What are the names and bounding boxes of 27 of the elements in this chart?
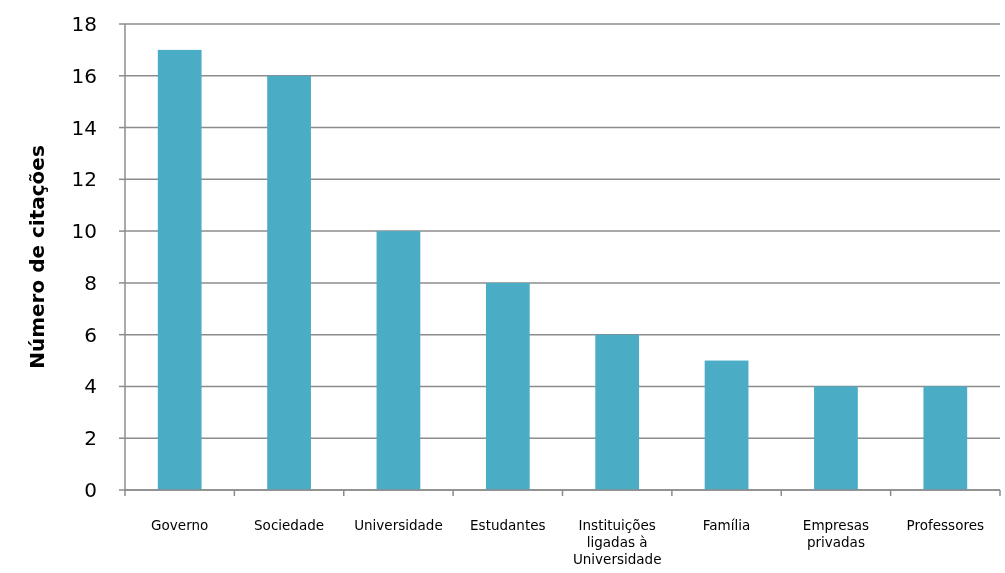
x-tick-label: Instituições ligadas à Universidade [572,517,662,567]
y-tick-label: 4 [84,374,97,399]
y-axis-title: Número de citações [25,145,49,369]
bar [267,75,311,490]
y-tick-label: 2 [84,426,97,451]
y-tick-label: 8 [84,270,97,295]
bar [485,282,530,490]
x-tick-label: Sociedade [254,517,325,533]
bar [376,231,421,490]
x-tick-label: Governo [151,517,209,533]
y-tick-label: 16 [71,63,97,88]
x-tick-label: Família [702,517,751,533]
bar [157,49,202,490]
y-tick-label: 18 [71,12,97,36]
bar [595,334,640,490]
bar [704,360,749,490]
bar [814,386,858,490]
y-tick-label: 12 [71,167,97,192]
y-tick-label: 6 [84,322,97,347]
bar [923,386,968,490]
x-tick-label: Empresas privadas [802,517,870,550]
x-tick-label: Professores [906,517,985,533]
y-tick-label: 0 [84,478,97,502]
y-tick-label: 14 [71,115,97,140]
x-tick-label: Universidade [354,517,443,533]
x-tick-label: Estudantes [470,517,546,533]
y-tick-label: 10 [71,219,97,244]
